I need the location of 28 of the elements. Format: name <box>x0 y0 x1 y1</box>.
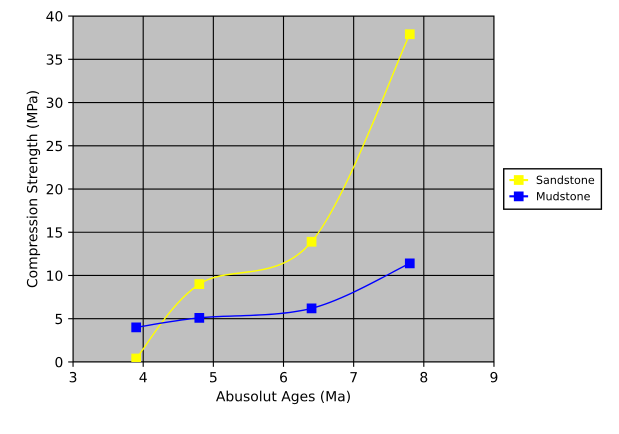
y-tick-label: 15 <box>47 227 62 238</box>
point <box>404 29 415 40</box>
x-tick-label: 9 <box>490 372 498 382</box>
point <box>131 322 142 332</box>
y-axis-title: Compression Strength (MPa) <box>26 91 40 288</box>
x-tick-label: 8 <box>420 372 428 382</box>
legend-label: Mudstone <box>537 192 590 200</box>
point <box>306 303 316 314</box>
y-tick-label: 10 <box>47 270 62 281</box>
x-tick-label: 5 <box>210 372 217 382</box>
point <box>404 258 415 268</box>
y-tick-label: 35 <box>46 54 62 65</box>
y-tick-label: 25 <box>46 140 62 152</box>
y-tick-label: 0 <box>55 356 62 368</box>
legend-label: Sandstone <box>536 175 594 184</box>
x-tick-label: 3 <box>70 372 76 382</box>
x-tick-label: 7 <box>350 372 357 382</box>
y-tick-label: 30 <box>46 98 62 108</box>
y-tick-label: 20 <box>46 184 62 194</box>
x-axis-title: Abusolut Ages (Ma) <box>216 390 350 404</box>
x-tick-label: 4 <box>139 372 147 382</box>
point <box>131 354 142 362</box>
y-tick-label: 40 <box>46 11 62 22</box>
point <box>194 279 204 289</box>
point <box>194 312 204 323</box>
x-tick-label: 6 <box>280 372 288 382</box>
point <box>306 236 316 247</box>
y-tick-label: 5 <box>56 314 62 324</box>
